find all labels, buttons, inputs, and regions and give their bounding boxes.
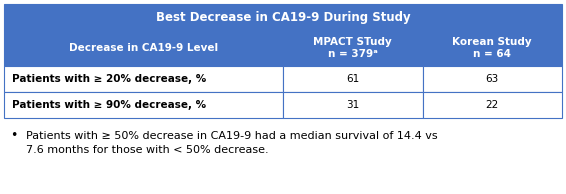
Bar xyxy=(283,30,422,66)
Text: MPACT STudy
n = 379ᵃ: MPACT STudy n = 379ᵃ xyxy=(314,37,392,59)
Text: Korean Study
n = 64: Korean Study n = 64 xyxy=(452,37,532,59)
Text: Best Decrease in CA19-9 During Study: Best Decrease in CA19-9 During Study xyxy=(156,10,410,23)
Bar xyxy=(4,4,562,30)
Text: Decrease in CA19-9 Level: Decrease in CA19-9 Level xyxy=(69,43,218,53)
Text: Patients with ≥ 90% decrease, %: Patients with ≥ 90% decrease, % xyxy=(12,100,206,110)
Bar xyxy=(283,66,422,92)
Text: 61: 61 xyxy=(346,74,359,84)
Text: •: • xyxy=(10,130,18,143)
Bar xyxy=(4,66,283,92)
Text: Patients with ≥ 20% decrease, %: Patients with ≥ 20% decrease, % xyxy=(12,74,206,84)
Text: 31: 31 xyxy=(346,100,359,110)
Bar xyxy=(422,66,562,92)
Bar xyxy=(4,30,283,66)
Bar xyxy=(422,92,562,118)
Text: 7.6 months for those with < 50% decrease.: 7.6 months for those with < 50% decrease… xyxy=(26,145,269,155)
Text: Patients with ≥ 50% decrease in CA19-9 had a median survival of 14.4 vs: Patients with ≥ 50% decrease in CA19-9 h… xyxy=(26,131,438,141)
Bar xyxy=(283,92,422,118)
Bar xyxy=(422,30,562,66)
Text: 63: 63 xyxy=(486,74,499,84)
Bar xyxy=(4,92,283,118)
Text: 22: 22 xyxy=(486,100,499,110)
